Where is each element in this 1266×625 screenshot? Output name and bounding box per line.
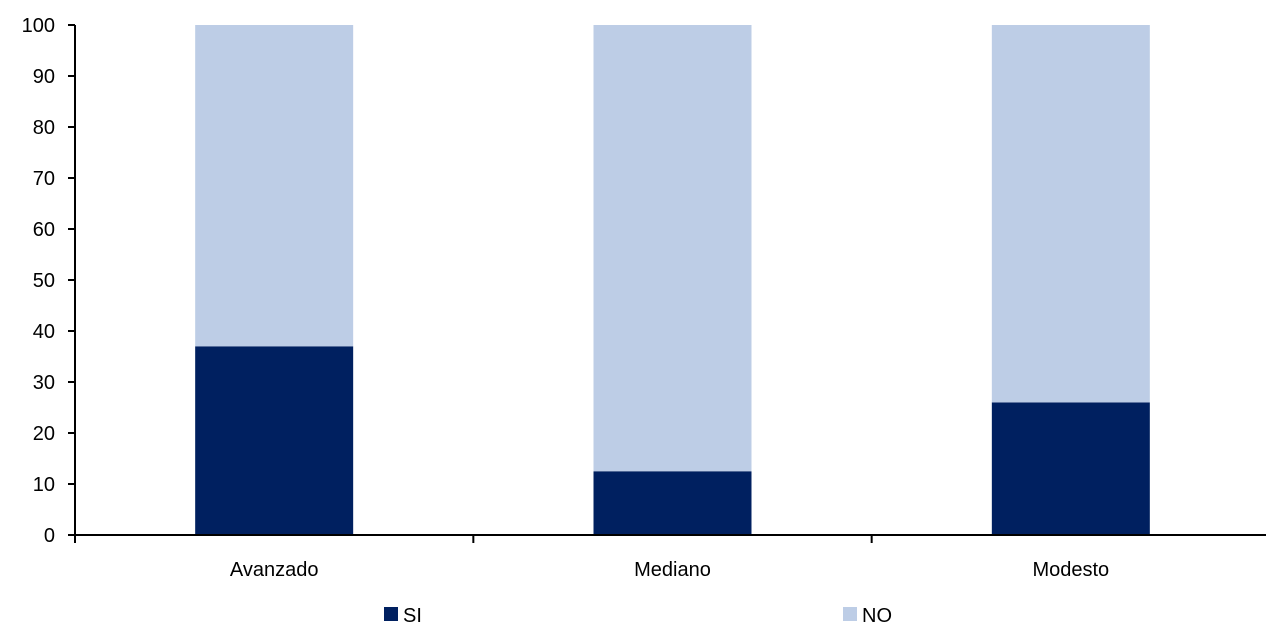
bar-no-mediano [593,25,752,472]
y-tick-label: 40 [33,321,55,343]
x-tick-label-avanzado: Avanzado [230,559,319,581]
x-axis-ticks: Avanzado Mediano Modesto [74,535,1109,581]
bar-si-avanzado [195,346,354,535]
y-tick-label: 10 [33,474,55,496]
legend: SI NO [384,605,892,625]
y-tick-label: 90 [33,66,55,88]
x-tick-label-mediano: Mediano [634,559,711,581]
bars-group [195,25,1150,535]
y-tick-label: 100 [22,15,55,37]
y-tick-label: 60 [33,219,55,241]
y-tick-label: 50 [33,270,55,292]
y-tick-label: 30 [33,372,55,394]
bar-si-mediano [593,471,752,535]
legend-swatch-no [843,607,857,621]
legend-label-si: SI [403,605,422,625]
y-tick-label: 80 [33,117,55,139]
bar-si-modesto [991,402,1150,535]
y-tick-label: 0 [44,525,55,547]
legend-label-no: NO [862,605,892,625]
y-tick-label: 20 [33,423,55,445]
legend-swatch-si [384,607,398,621]
y-tick-label: 70 [33,168,55,190]
bar-no-modesto [991,25,1150,403]
x-tick-label-modesto: Modesto [1032,559,1109,581]
bar-no-avanzado [195,25,354,347]
y-axis-ticks: 0 10 20 30 40 50 60 70 80 90 100 [22,15,75,547]
